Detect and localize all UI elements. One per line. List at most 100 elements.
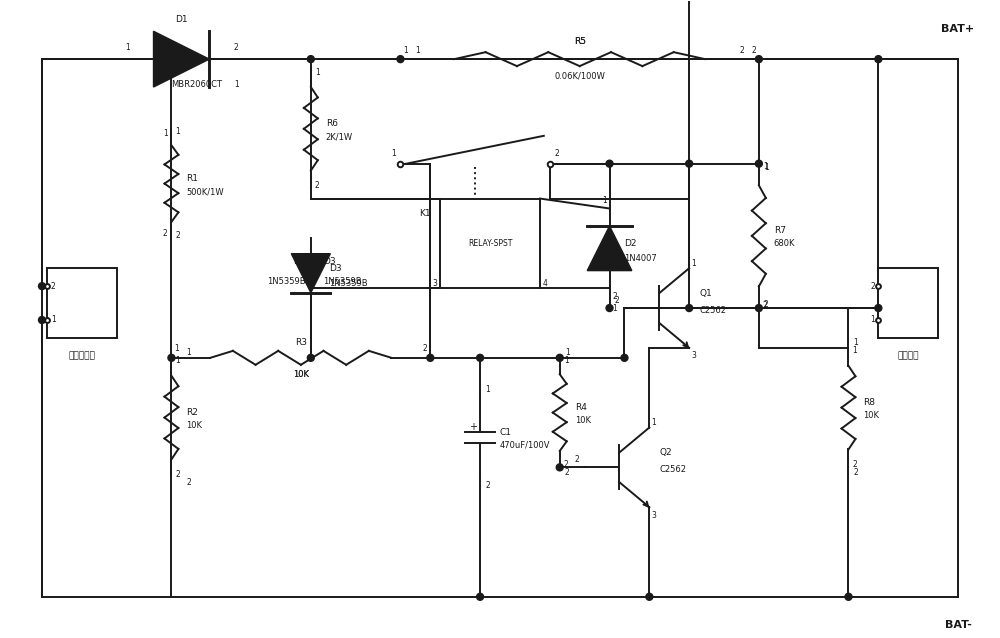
Text: C2562: C2562: [699, 306, 726, 315]
Circle shape: [686, 160, 693, 167]
Bar: [47, 268, 117, 338]
Circle shape: [307, 56, 314, 63]
Text: 2: 2: [423, 345, 427, 353]
Text: D2: D2: [624, 239, 637, 248]
Text: 1: 1: [691, 259, 696, 268]
Circle shape: [621, 354, 628, 361]
Text: 2: 2: [485, 481, 490, 490]
Text: 1: 1: [565, 348, 569, 357]
Text: 1: 1: [186, 348, 191, 357]
Polygon shape: [291, 254, 330, 293]
Text: 1: 1: [415, 46, 420, 55]
Text: 1: 1: [651, 418, 656, 427]
Text: 680K: 680K: [774, 239, 795, 248]
Text: 1N5359B: 1N5359B: [323, 277, 361, 286]
Text: +: +: [469, 422, 477, 431]
Text: 2: 2: [763, 300, 768, 309]
Text: 2: 2: [315, 181, 320, 190]
Circle shape: [755, 56, 762, 63]
Text: 1: 1: [764, 163, 769, 172]
Text: BAT-: BAT-: [945, 619, 971, 630]
Text: RELAY-SPST: RELAY-SPST: [468, 239, 512, 248]
Circle shape: [477, 354, 484, 361]
Circle shape: [168, 354, 175, 361]
Text: 1: 1: [853, 338, 858, 348]
Circle shape: [397, 56, 404, 63]
Polygon shape: [154, 31, 209, 87]
Text: 电池接口: 电池接口: [897, 352, 919, 360]
Text: C2562: C2562: [659, 465, 686, 474]
Circle shape: [755, 304, 762, 311]
Text: 2K/1W: 2K/1W: [326, 132, 353, 141]
Text: R7: R7: [774, 226, 786, 235]
Text: R3: R3: [295, 338, 307, 348]
Text: 2: 2: [615, 295, 619, 304]
Circle shape: [39, 283, 45, 290]
Circle shape: [39, 316, 45, 323]
Circle shape: [606, 160, 613, 167]
Text: 1: 1: [852, 346, 857, 355]
Text: 2: 2: [853, 468, 858, 477]
Text: 1: 1: [391, 149, 395, 158]
Circle shape: [755, 160, 762, 167]
Text: 2: 2: [163, 229, 167, 238]
Text: 1: 1: [234, 80, 239, 89]
Text: 1: 1: [51, 316, 56, 325]
Text: 10K: 10K: [863, 411, 879, 420]
Text: 2: 2: [175, 231, 180, 240]
Text: 3: 3: [432, 279, 437, 288]
Text: Q2: Q2: [659, 448, 672, 457]
Text: D1: D1: [175, 15, 188, 24]
Text: MBR2060CT: MBR2060CT: [171, 80, 222, 89]
Text: Q1: Q1: [699, 288, 712, 297]
Text: 2: 2: [555, 149, 560, 158]
Text: 10K: 10K: [293, 370, 309, 379]
Bar: [878, 268, 938, 338]
Text: 10K: 10K: [293, 370, 309, 379]
Text: R4: R4: [575, 403, 587, 412]
Text: 1: 1: [613, 304, 617, 313]
Text: 1N5359B: 1N5359B: [329, 279, 367, 288]
Circle shape: [606, 304, 613, 311]
Text: 2: 2: [175, 470, 180, 479]
Text: 10K: 10K: [186, 421, 202, 430]
Text: D3: D3: [293, 256, 306, 266]
Text: D3: D3: [329, 263, 341, 272]
Text: 1N5359B: 1N5359B: [267, 277, 306, 286]
Text: 500K/1W: 500K/1W: [186, 187, 224, 196]
Text: 1: 1: [163, 130, 167, 138]
Circle shape: [427, 354, 434, 361]
Text: BAT+: BAT+: [941, 24, 975, 34]
Circle shape: [686, 304, 693, 311]
Circle shape: [477, 593, 484, 600]
Text: 2: 2: [575, 455, 580, 464]
Text: 1N4007: 1N4007: [624, 254, 657, 263]
Text: 充电器接口: 充电器接口: [68, 352, 95, 360]
Text: 1: 1: [871, 316, 875, 325]
Text: 3: 3: [651, 510, 656, 519]
Text: 2: 2: [871, 281, 875, 291]
Text: R2: R2: [186, 408, 198, 417]
Text: D3: D3: [323, 256, 335, 266]
Text: 1: 1: [763, 162, 768, 171]
Circle shape: [556, 354, 563, 361]
Text: 2: 2: [51, 281, 56, 291]
Text: 2: 2: [764, 300, 769, 309]
Text: 1: 1: [602, 196, 607, 205]
Text: 4: 4: [543, 279, 548, 288]
Text: K1: K1: [419, 209, 430, 218]
Text: 0.06K/100W: 0.06K/100W: [554, 71, 605, 80]
Bar: [440, 198, 540, 288]
Text: R5: R5: [574, 37, 586, 46]
Text: 1: 1: [175, 128, 180, 137]
Text: 2: 2: [233, 43, 238, 52]
Text: C1: C1: [500, 428, 512, 437]
Text: 1: 1: [403, 46, 408, 55]
Polygon shape: [587, 226, 632, 271]
Circle shape: [845, 593, 852, 600]
Text: 2: 2: [751, 46, 756, 55]
Text: R5: R5: [574, 37, 586, 46]
Circle shape: [307, 354, 314, 361]
Text: R8: R8: [863, 398, 875, 407]
Text: 2: 2: [565, 468, 569, 477]
